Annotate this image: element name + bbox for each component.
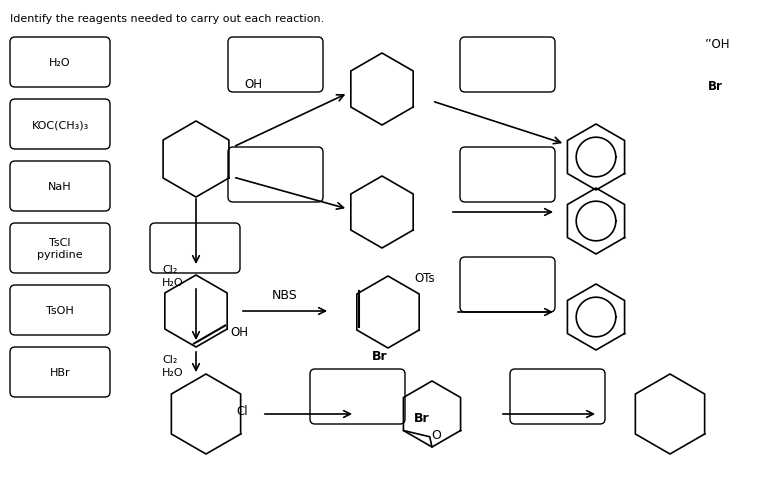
Text: HBr: HBr — [50, 367, 70, 377]
FancyBboxPatch shape — [310, 369, 405, 424]
Text: Cl: Cl — [236, 404, 248, 417]
Text: TsCl
pyridine: TsCl pyridine — [37, 238, 83, 259]
Text: OH: OH — [244, 77, 262, 90]
Text: Cl₂: Cl₂ — [162, 354, 177, 364]
Text: Br: Br — [708, 79, 723, 92]
FancyBboxPatch shape — [10, 38, 110, 88]
FancyBboxPatch shape — [10, 100, 110, 150]
Text: Br: Br — [414, 412, 430, 425]
FancyBboxPatch shape — [460, 148, 555, 203]
Text: O: O — [431, 428, 441, 441]
Text: H₂O: H₂O — [49, 58, 71, 68]
Text: H₂O: H₂O — [162, 367, 183, 377]
Text: KOC(CH₃)₃: KOC(CH₃)₃ — [31, 120, 89, 130]
FancyBboxPatch shape — [10, 347, 110, 397]
FancyBboxPatch shape — [10, 286, 110, 336]
Text: OTs: OTs — [414, 271, 434, 284]
Text: H₂O: H₂O — [162, 277, 183, 288]
FancyBboxPatch shape — [460, 38, 555, 93]
Text: ’’OH: ’’OH — [705, 37, 731, 50]
Text: NaH: NaH — [48, 181, 72, 192]
Text: OH: OH — [230, 326, 248, 339]
FancyBboxPatch shape — [150, 224, 240, 274]
FancyBboxPatch shape — [460, 257, 555, 312]
Text: NBS: NBS — [272, 288, 298, 301]
FancyBboxPatch shape — [228, 38, 323, 93]
Text: Identify the reagents needed to carry out each reaction.: Identify the reagents needed to carry ou… — [10, 14, 324, 24]
Text: Br: Br — [372, 349, 388, 362]
FancyBboxPatch shape — [10, 162, 110, 212]
FancyBboxPatch shape — [228, 148, 323, 203]
Text: Cl₂: Cl₂ — [162, 264, 177, 275]
FancyBboxPatch shape — [10, 224, 110, 274]
Text: TsOH: TsOH — [46, 305, 74, 315]
FancyBboxPatch shape — [510, 369, 605, 424]
